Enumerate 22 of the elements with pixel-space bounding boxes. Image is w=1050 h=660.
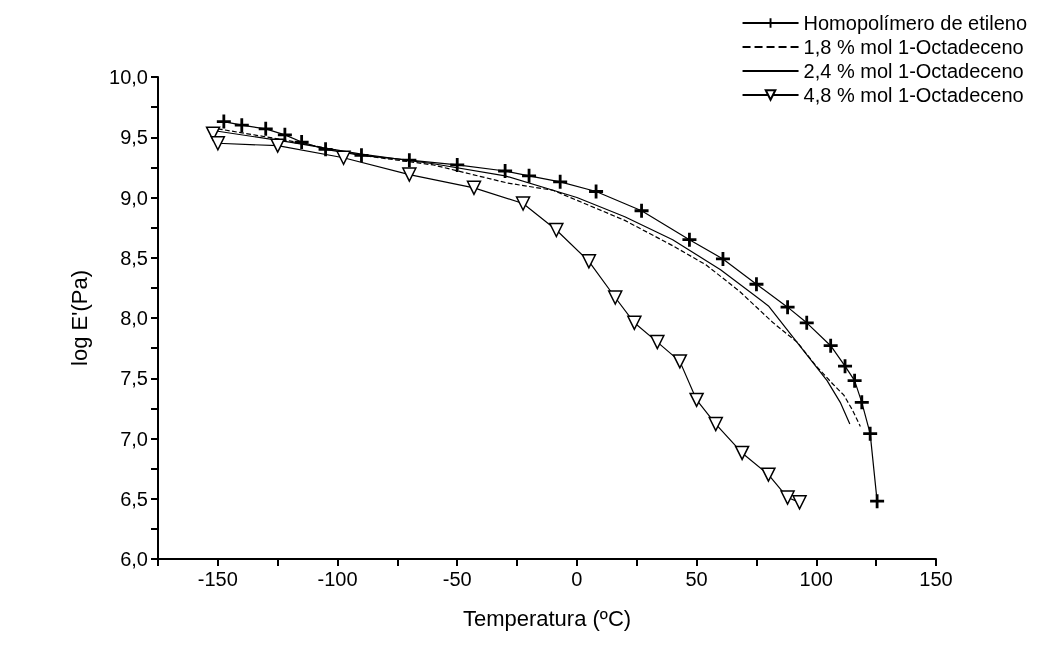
y-tick-label: 7,0	[120, 427, 148, 450]
legend-label: 2,4 % mol 1-Octadeceno	[803, 60, 1024, 82]
x-tick-label: 150	[919, 568, 953, 590]
y-tick-label: 7,5	[120, 367, 148, 390]
x-tick-label: -100	[317, 568, 358, 590]
y-tick-label: 8,5	[120, 246, 148, 269]
x-tick-label: -50	[442, 568, 472, 590]
x-tick-label: 100	[799, 568, 833, 590]
y-tick-label: 9,0	[120, 186, 148, 209]
legend-label: 1,8 % mol 1-Octadeceno	[803, 36, 1024, 58]
x-tick-label: 50	[685, 568, 708, 590]
y-tick-label: 6,5	[120, 487, 148, 510]
x-tick-label: -150	[197, 568, 238, 590]
legend-label: Homopolímero de etileno	[803, 12, 1028, 34]
y-axis-title: log E'(Pa)	[66, 270, 92, 366]
legend-label: 4,8 % mol 1-Octadeceno	[803, 84, 1024, 106]
y-tick-label: 6,0	[120, 548, 148, 570]
y-tick-label: 9,5	[120, 126, 148, 149]
x-axis-title: Temperatura (ºC)	[462, 605, 632, 631]
y-tick-label: 8,0	[120, 307, 148, 329]
x-tick-label: 0	[571, 568, 583, 590]
y-tick-label: 10,0	[109, 66, 148, 88]
